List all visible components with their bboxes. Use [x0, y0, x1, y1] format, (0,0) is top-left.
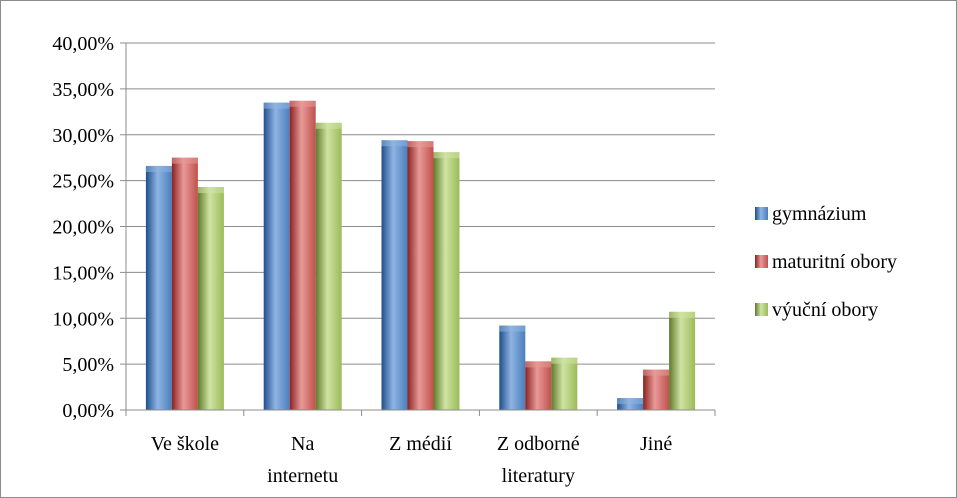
bar-top-highlight — [433, 152, 460, 159]
bar-top-highlight — [525, 361, 552, 368]
y-tick-label: 25,00% — [52, 171, 114, 193]
bar-top-highlight — [289, 100, 316, 107]
axes — [125, 43, 716, 416]
legend-swatch — [755, 303, 768, 316]
y-axis-ticks: 0,00% 5,00% 10,00% 15,00% 20,00% 25,00% 30,00%… — [52, 33, 126, 422]
x-axis-labels: Ve škole Na internetu Z médií Z odborné liter… — [151, 433, 673, 487]
legend-label: maturitní obory — [772, 251, 897, 273]
bar-top-highlight — [381, 140, 408, 147]
y-tick-label: 5,00% — [62, 354, 114, 376]
legend-label: gymnázium — [772, 203, 867, 225]
y-tick-label: 30,00% — [52, 125, 114, 147]
y-tick-label: 20,00% — [52, 217, 114, 239]
bar-vyucni-obory — [551, 357, 578, 410]
bar-top-highlight — [617, 398, 644, 405]
bar-maturitni-obory — [289, 100, 316, 411]
legend-swatch — [755, 255, 768, 268]
bar-top-highlight — [145, 165, 172, 172]
bar-vyucni-obory — [669, 311, 696, 410]
y-tick-label: 10,00% — [52, 308, 114, 330]
bar-maturitni-obory — [407, 141, 434, 411]
bar-top-highlight — [499, 325, 526, 332]
bar-top-highlight — [407, 141, 434, 148]
bar-gymnazium — [499, 325, 526, 410]
bar-maturitni-obory — [171, 157, 198, 410]
bar-top-highlight — [643, 369, 670, 376]
bar-top-highlight — [551, 357, 578, 364]
bar-maturitni-obory — [525, 361, 552, 410]
x-category-label: Na internetu — [267, 433, 338, 487]
legend-swatch — [755, 207, 768, 220]
bar-gymnazium — [263, 102, 290, 410]
y-tick-label: 0,00% — [62, 400, 114, 422]
x-category-label: Z odborné literatury — [497, 433, 580, 487]
legend: gymnázium maturitní obory výuční obory — [755, 203, 897, 321]
bar-top-highlight — [315, 122, 342, 129]
bar-vyucni-obory — [315, 122, 342, 410]
y-tick-label: 40,00% — [52, 33, 114, 55]
bars — [145, 100, 696, 411]
bar-top-highlight — [263, 102, 290, 109]
bar-gymnazium — [145, 165, 172, 410]
bar-top-highlight — [171, 157, 198, 164]
bar-maturitni-obory — [643, 369, 670, 410]
y-tick-label: 15,00% — [52, 262, 114, 284]
bar-top-highlight — [669, 311, 696, 318]
bar-top-highlight — [197, 187, 224, 194]
bar-vyucni-obory — [197, 187, 224, 410]
x-category-label: Z médií — [389, 433, 452, 455]
bar-vyucni-obory — [433, 152, 460, 410]
y-tick-label: 35,00% — [52, 79, 114, 101]
bar-gymnazium — [381, 140, 408, 410]
legend-label: výuční obory — [772, 299, 878, 321]
x-category-label: Ve škole — [151, 433, 219, 455]
x-category-label: Jiné — [640, 433, 672, 455]
